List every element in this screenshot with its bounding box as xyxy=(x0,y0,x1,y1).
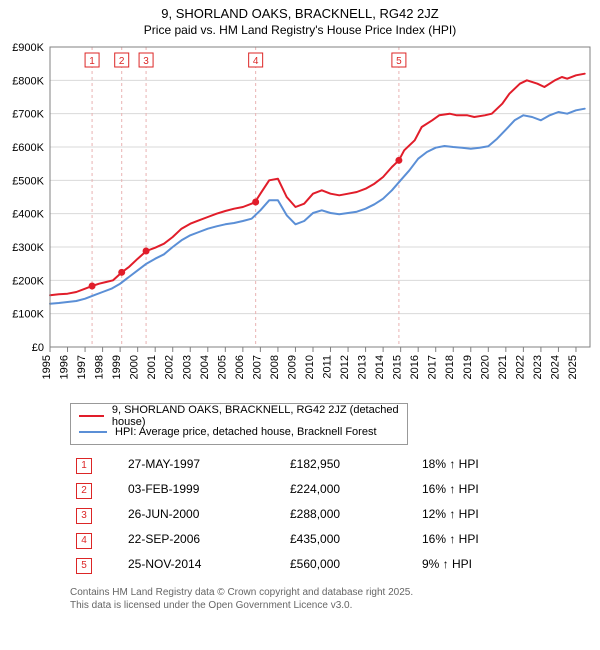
legend-swatch xyxy=(79,415,104,417)
transaction-date: 03-FEB-1999 xyxy=(122,478,284,503)
table-row: 3 26-JUN-2000£288,00012% ↑ HPI xyxy=(70,503,530,528)
transaction-price: £435,000 xyxy=(284,528,416,553)
svg-text:2023: 2023 xyxy=(532,355,544,379)
svg-text:2019: 2019 xyxy=(462,355,474,379)
svg-text:1998: 1998 xyxy=(94,355,106,379)
svg-text:£600K: £600K xyxy=(12,142,44,154)
svg-text:2007: 2007 xyxy=(251,355,263,379)
legend-label: HPI: Average price, detached house, Brac… xyxy=(115,426,377,438)
title-line-1: 9, SHORLAND OAKS, BRACKNELL, RG42 2JZ xyxy=(0,6,600,21)
svg-text:£200K: £200K xyxy=(12,275,44,287)
svg-text:3: 3 xyxy=(143,56,149,67)
table-row: 4 22-SEP-2006£435,00016% ↑ HPI xyxy=(70,528,530,553)
svg-text:£0: £0 xyxy=(32,342,44,354)
svg-text:2010: 2010 xyxy=(304,355,316,379)
transaction-marker: 3 xyxy=(76,508,92,524)
transaction-price: £224,000 xyxy=(284,478,416,503)
transaction-price: £182,950 xyxy=(284,453,416,478)
svg-text:2021: 2021 xyxy=(497,355,509,379)
transaction-price: £560,000 xyxy=(284,553,416,578)
legend: 9, SHORLAND OAKS, BRACKNELL, RG42 2JZ (d… xyxy=(70,403,408,445)
legend-item: 9, SHORLAND OAKS, BRACKNELL, RG42 2JZ (d… xyxy=(79,408,399,424)
transaction-marker: 4 xyxy=(76,533,92,549)
svg-text:2009: 2009 xyxy=(286,355,298,379)
svg-text:2: 2 xyxy=(119,56,125,67)
chart-titles: 9, SHORLAND OAKS, BRACKNELL, RG42 2JZ Pr… xyxy=(0,0,600,37)
svg-text:1995: 1995 xyxy=(41,355,53,379)
svg-text:2000: 2000 xyxy=(129,355,141,379)
transaction-delta: 9% ↑ HPI xyxy=(416,553,530,578)
transaction-date: 26-JUN-2000 xyxy=(122,503,284,528)
svg-text:2006: 2006 xyxy=(234,355,246,379)
svg-text:2018: 2018 xyxy=(444,355,456,379)
svg-text:1999: 1999 xyxy=(111,355,123,379)
footer-line-2: This data is licensed under the Open Gov… xyxy=(70,599,580,612)
transaction-marker: 1 xyxy=(76,458,92,474)
svg-text:£300K: £300K xyxy=(12,242,44,254)
title-line-2: Price paid vs. HM Land Registry's House … xyxy=(0,23,600,37)
table-row: 1 27-MAY-1997£182,95018% ↑ HPI xyxy=(70,453,530,478)
table-row: 5 25-NOV-2014£560,0009% ↑ HPI xyxy=(70,553,530,578)
svg-text:2005: 2005 xyxy=(216,355,228,379)
transaction-delta: 18% ↑ HPI xyxy=(416,453,530,478)
svg-text:1997: 1997 xyxy=(76,355,88,379)
svg-text:4: 4 xyxy=(253,56,259,67)
footer-attribution: Contains HM Land Registry data © Crown c… xyxy=(70,586,580,612)
svg-text:2001: 2001 xyxy=(146,355,158,379)
svg-text:2017: 2017 xyxy=(427,355,439,379)
legend-item: HPI: Average price, detached house, Brac… xyxy=(79,424,399,440)
price-chart: £0 £100K £200K £300K £400K £500K £600K £700K £80… xyxy=(0,37,600,397)
transaction-marker: 2 xyxy=(76,483,92,499)
transactions-table: 1 27-MAY-1997£182,95018% ↑ HPI 2 03-FEB-199… xyxy=(70,453,530,578)
svg-text:1: 1 xyxy=(89,56,95,67)
legend-swatch xyxy=(79,431,107,433)
svg-text:2015: 2015 xyxy=(392,355,404,379)
svg-text:£800K: £800K xyxy=(12,75,44,87)
svg-text:£700K: £700K xyxy=(12,109,44,121)
svg-text:2014: 2014 xyxy=(374,355,386,379)
transaction-delta: 16% ↑ HPI xyxy=(416,478,530,503)
svg-text:2002: 2002 xyxy=(164,355,176,379)
svg-text:2022: 2022 xyxy=(514,355,526,379)
svg-text:£400K: £400K xyxy=(12,209,44,221)
svg-text:2003: 2003 xyxy=(181,355,193,379)
svg-text:2008: 2008 xyxy=(269,355,281,379)
footer-line-1: Contains HM Land Registry data © Crown c… xyxy=(70,586,580,599)
transaction-date: 25-NOV-2014 xyxy=(122,553,284,578)
svg-text:5: 5 xyxy=(396,56,402,67)
svg-text:2004: 2004 xyxy=(199,355,211,379)
table-row: 2 03-FEB-1999£224,00016% ↑ HPI xyxy=(70,478,530,503)
transaction-marker: 5 xyxy=(76,558,92,574)
legend-label: 9, SHORLAND OAKS, BRACKNELL, RG42 2JZ (d… xyxy=(112,404,399,428)
transaction-delta: 12% ↑ HPI xyxy=(416,503,530,528)
svg-text:2011: 2011 xyxy=(322,355,334,379)
svg-text:2012: 2012 xyxy=(339,355,351,379)
svg-text:£500K: £500K xyxy=(12,175,44,187)
svg-text:2013: 2013 xyxy=(357,355,369,379)
svg-text:2020: 2020 xyxy=(479,355,491,379)
svg-text:£900K: £900K xyxy=(12,42,44,54)
svg-text:2016: 2016 xyxy=(409,355,421,379)
transaction-delta: 16% ↑ HPI xyxy=(416,528,530,553)
transaction-date: 27-MAY-1997 xyxy=(122,453,284,478)
svg-text:2024: 2024 xyxy=(549,355,561,379)
transaction-price: £288,000 xyxy=(284,503,416,528)
svg-text:£100K: £100K xyxy=(12,309,44,321)
svg-text:1996: 1996 xyxy=(59,355,71,379)
transaction-date: 22-SEP-2006 xyxy=(122,528,284,553)
svg-text:2025: 2025 xyxy=(567,355,579,379)
